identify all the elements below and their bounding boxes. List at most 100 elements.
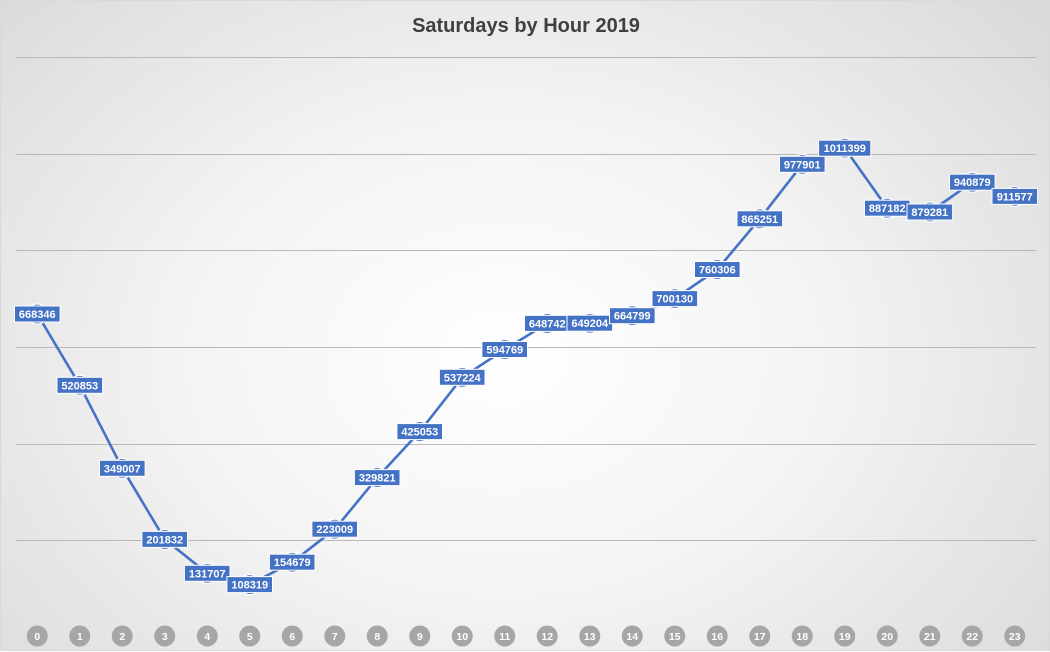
- x-tick-label: 2: [111, 625, 133, 647]
- x-tick-badge: [451, 625, 473, 647]
- x-tick-text: 13: [584, 631, 596, 643]
- data-label-text: 700130: [656, 294, 693, 306]
- x-tick-text: 0: [34, 631, 40, 643]
- data-label: 594769: [481, 341, 528, 358]
- data-label: 664799: [609, 307, 656, 325]
- data-label: 154679: [268, 553, 316, 571]
- x-tick-label: 12: [536, 625, 558, 647]
- data-label-text: 223009: [316, 524, 353, 536]
- data-label-text: 940879: [954, 177, 991, 189]
- x-tick-badge: [366, 625, 388, 647]
- data-label: 201832: [141, 530, 188, 548]
- data-label-box: [694, 261, 741, 278]
- x-tick-label: 13: [579, 625, 601, 647]
- data-label: 865251: [736, 210, 784, 228]
- data-label-text: 154679: [274, 557, 311, 569]
- x-tick-label: 14: [621, 625, 643, 647]
- data-label-text: 425053: [401, 427, 438, 439]
- x-tick-label: 23: [1004, 625, 1026, 647]
- data-label-text: 879281: [911, 207, 948, 219]
- data-label: 911577: [991, 187, 1039, 205]
- x-tick-text: 18: [796, 631, 808, 643]
- data-label-box: [56, 376, 104, 394]
- x-tick-badge: [961, 625, 983, 647]
- x-tick-badge: [834, 625, 856, 647]
- data-label: 879281: [906, 203, 954, 221]
- data-label-text: 887182: [869, 203, 906, 215]
- data-label: 1011399: [818, 139, 872, 157]
- x-tick-label: 6: [281, 625, 303, 647]
- x-tick-label: 22: [961, 625, 983, 647]
- data-label-box: [311, 520, 358, 538]
- x-tick-text: 5: [247, 631, 253, 643]
- x-tick-badge: [409, 625, 431, 647]
- data-label-box: [779, 155, 826, 173]
- data-label: 329821: [353, 469, 401, 487]
- data-label-text: 329821: [359, 473, 396, 485]
- x-tick-badge: [494, 625, 516, 647]
- x-tick-text: 4: [204, 631, 210, 643]
- x-axis-ticks: 0 1 2 3 4 5 6 7 8 9 10 11 12 13 14 15 16 17 18 19 20 21 22 23: [26, 625, 1026, 647]
- data-label-box: [396, 423, 443, 441]
- data-label-box: [14, 305, 61, 323]
- data-label-text: 648742: [529, 318, 566, 330]
- x-tick-badge: [876, 625, 898, 647]
- data-label: 349007: [99, 459, 146, 477]
- x-tick-text: 17: [754, 631, 766, 643]
- data-label-text: 760306: [699, 265, 736, 277]
- x-tick-text: 21: [924, 631, 936, 643]
- data-label-text: 911577: [997, 191, 1033, 203]
- x-tick-text: 19: [839, 631, 851, 643]
- x-tick-badge: [919, 625, 941, 647]
- data-label: 537224: [438, 368, 486, 386]
- x-tick-badge: [26, 625, 48, 647]
- data-label-box: [609, 307, 656, 325]
- data-label-box: [651, 290, 699, 308]
- x-tick-badge: [239, 625, 261, 647]
- data-label: 649204: [566, 314, 614, 332]
- data-label-box: [226, 576, 273, 594]
- x-tick-text: 3: [162, 631, 168, 643]
- x-tick-badge: [154, 625, 176, 647]
- x-tick-text: 1: [77, 631, 83, 643]
- data-label: 668346: [14, 305, 61, 323]
- data-label-text: 594769: [486, 345, 523, 357]
- data-label-text: 664799: [614, 311, 651, 323]
- data-label-text: 131707: [189, 568, 226, 580]
- data-label: 520853: [56, 376, 104, 394]
- x-tick-badge: [281, 625, 303, 647]
- x-tick-text: 14: [626, 631, 638, 643]
- x-tick-badge: [69, 625, 91, 647]
- x-tick-label: 10: [451, 625, 473, 647]
- chart-title: Saturdays by Hour 2019: [412, 15, 640, 37]
- x-tick-label: 11: [494, 625, 516, 647]
- x-tick-label: 0: [26, 625, 48, 647]
- x-tick-label: 18: [791, 625, 813, 647]
- data-label: 700130: [651, 290, 699, 308]
- data-label: 425053: [396, 423, 443, 441]
- data-label-text: 108319: [231, 580, 268, 592]
- x-tick-text: 22: [966, 631, 978, 643]
- x-tick-badge: [324, 625, 346, 647]
- x-tick-text: 6: [289, 631, 295, 643]
- x-tick-text: 7: [332, 631, 338, 643]
- x-tick-label: 7: [324, 625, 346, 647]
- data-label: 940879: [949, 173, 996, 191]
- x-tick-badge: [621, 625, 643, 647]
- x-tick-label: 20: [876, 625, 898, 647]
- data-label: 887182: [864, 199, 911, 217]
- x-tick-badge: [196, 625, 218, 647]
- data-label-box: [353, 469, 401, 487]
- x-tick-label: 8: [366, 625, 388, 647]
- x-tick-text: 23: [1009, 631, 1021, 643]
- gridlines: [16, 57, 1036, 541]
- data-label-box: [818, 139, 872, 157]
- x-tick-text: 16: [711, 631, 723, 643]
- data-label-box: [268, 553, 316, 571]
- data-label: 648742: [524, 314, 571, 332]
- data-labels: 668346 520853 349007 201832 131707 108319 1546…: [14, 139, 1039, 594]
- x-tick-badge: [579, 625, 601, 647]
- data-label-text: 649204: [571, 318, 609, 330]
